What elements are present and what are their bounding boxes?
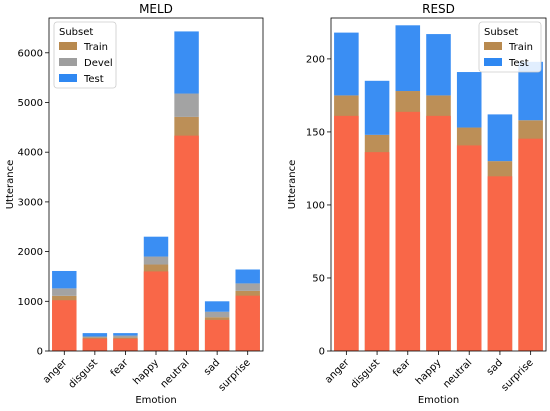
legend-label-devel: Devel <box>84 58 113 69</box>
y-axis-label: Utterance <box>287 160 298 210</box>
y-tick-label: 150 <box>306 127 325 138</box>
bar-overlay-neutral <box>174 135 199 351</box>
y-axis-label: Utterance <box>5 160 16 210</box>
legend-title: Subset <box>59 27 93 38</box>
bar-test-sad <box>487 114 513 162</box>
x-tick-label: happy <box>131 357 161 387</box>
y-tick-label: 0 <box>37 347 43 358</box>
bar-devel-anger <box>52 288 77 296</box>
legend-box <box>53 21 117 89</box>
x-tick-label: happy <box>414 357 444 387</box>
bar-test-anger <box>52 270 77 289</box>
legend-label-test: Test <box>508 58 529 69</box>
x-tick-label: fear <box>109 357 131 379</box>
y-tick-label: 5000 <box>18 98 43 109</box>
x-tick-label: sad <box>485 357 505 377</box>
bar-overlay-fear <box>113 338 138 351</box>
bar-devel-happy <box>143 256 169 265</box>
x-tick-label: surprise <box>500 357 536 393</box>
y-tick-label: 1000 <box>18 297 43 308</box>
x-tick-label: disgust <box>349 357 382 390</box>
x-tick-label: fear <box>391 357 413 379</box>
bar-test-anger <box>334 32 359 96</box>
bar-test-fear <box>395 25 421 92</box>
legend-swatch-devel <box>59 58 77 66</box>
y-tick-label: 2000 <box>18 247 43 258</box>
y-tick-label: 4000 <box>18 148 43 159</box>
chart-title: RESD <box>422 2 455 16</box>
y-tick-label: 200 <box>306 54 325 65</box>
x-tick-label: neutral <box>441 357 474 390</box>
legend-swatch-train <box>59 42 77 50</box>
bar-devel-sad <box>204 311 230 318</box>
x-tick-label: sad <box>202 357 222 377</box>
bar-test-neutral <box>456 72 482 128</box>
y-tick-label: 50 <box>312 273 325 284</box>
x-tick-label: neutral <box>159 357 192 390</box>
bar-overlay-sad <box>204 319 230 351</box>
y-tick-label: 3000 <box>18 197 43 208</box>
x-axis-label: Emotion <box>418 395 459 406</box>
bar-devel-surprise <box>235 283 260 291</box>
bar-overlay-surprise <box>518 138 543 351</box>
meld-panel: MELD 0 1000 2000 3000 4000 5000 6000 angerdisgus… <box>5 2 264 406</box>
bar-test-disgust <box>364 80 390 135</box>
legend-swatch-train <box>484 42 502 50</box>
x-tick-label: surprise <box>217 357 253 393</box>
bar-overlay-disgust <box>364 152 390 351</box>
x-axis-label: Emotion <box>135 395 176 406</box>
bar-devel-neutral <box>174 93 199 117</box>
y-tick-label: 6000 <box>18 48 43 59</box>
legend-label-test: Test <box>83 74 104 85</box>
legend-title: Subset <box>484 27 518 38</box>
bar-test-disgust <box>82 333 108 337</box>
bar-devel-fear <box>113 335 138 338</box>
bar-overlay-happy <box>426 115 451 352</box>
bar-devel-disgust <box>82 336 108 338</box>
chart-title: MELD <box>139 2 173 16</box>
bar-overlay-anger <box>52 300 77 351</box>
x-tick-label: disgust <box>67 357 100 390</box>
bar-overlay-surprise <box>235 295 260 351</box>
bar-overlay-sad <box>487 176 513 351</box>
y-tick-label: 100 <box>306 200 325 211</box>
legend-label-train: Train <box>508 42 533 53</box>
bar-overlay-happy <box>143 271 169 351</box>
y-tick-label: 0 <box>319 347 325 358</box>
legend-swatch-test <box>59 74 77 82</box>
legend-swatch-test <box>484 58 502 66</box>
bar-overlay-anger <box>334 115 359 352</box>
x-tick-label: anger <box>41 357 70 386</box>
bar-test-neutral <box>174 31 199 94</box>
bar-test-sad <box>204 301 230 312</box>
bar-test-surprise <box>235 269 260 284</box>
bar-test-happy <box>426 34 451 96</box>
legend-label-train: Train <box>83 42 108 53</box>
bar-overlay-fear <box>395 111 421 351</box>
bar-overlay-neutral <box>456 145 482 351</box>
bar-test-happy <box>143 236 169 257</box>
bar-overlay-disgust <box>82 338 108 351</box>
bar-test-fear <box>113 333 138 336</box>
x-tick-label: anger <box>323 357 352 386</box>
